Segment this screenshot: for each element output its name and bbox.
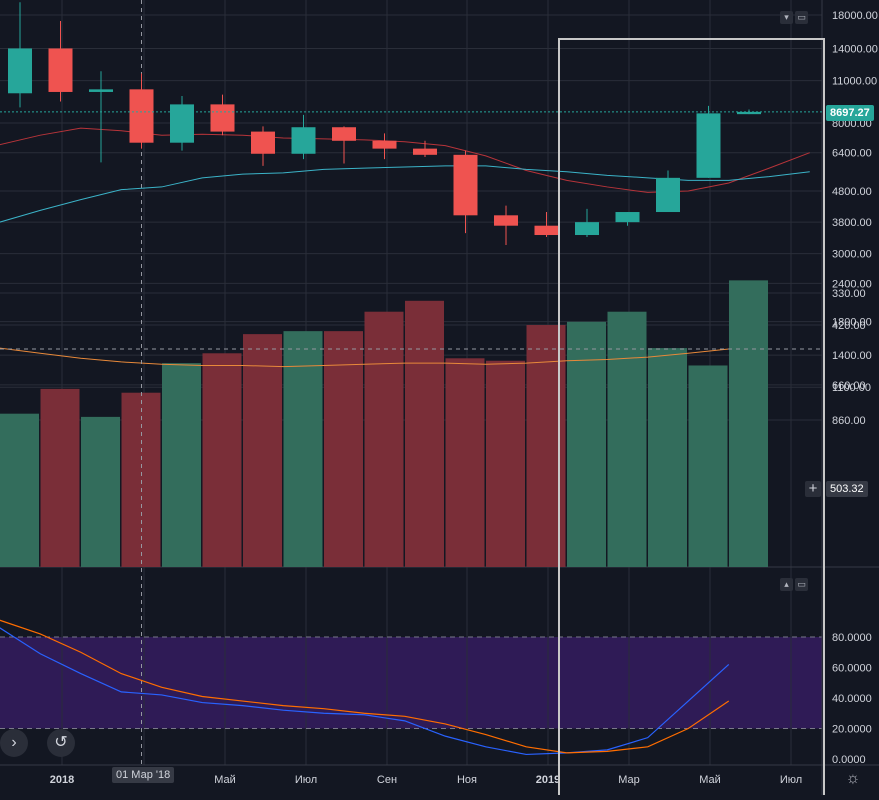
volume-bar xyxy=(607,311,647,567)
time-tick-label: 2018 xyxy=(50,774,74,786)
price-tick-label: 14000.00 xyxy=(832,43,878,55)
time-crosshair-label: 01 Мар '18 xyxy=(112,767,175,783)
volume-bar xyxy=(486,360,525,567)
candle-body xyxy=(251,131,275,154)
candle-body xyxy=(170,104,194,143)
volume-bar xyxy=(0,413,39,567)
candle-body xyxy=(696,113,721,178)
candle-body xyxy=(89,89,113,92)
candle-body xyxy=(332,127,356,141)
volume-tick-label: 860.00 xyxy=(832,415,866,427)
price-tick-label: 1100.00 xyxy=(832,382,871,394)
time-tick-label: Июл xyxy=(780,774,802,786)
volume-bar xyxy=(324,331,363,567)
time-tick-label: Сен xyxy=(377,774,397,786)
volume-crosshair-value: 503.32 xyxy=(826,481,868,497)
time-tick-label: 2019 xyxy=(536,774,560,786)
time-tick-label: Ноя xyxy=(457,774,477,786)
volume-ma-line xyxy=(0,347,729,368)
price-tick-label: 3000.00 xyxy=(832,249,872,261)
stoch-tick-label: 40.0000 xyxy=(832,693,872,705)
candle-body xyxy=(575,222,599,236)
volume-bar xyxy=(243,334,282,567)
candle-body xyxy=(48,48,73,92)
chevron-right-icon[interactable]: › xyxy=(0,729,28,757)
candle-body xyxy=(413,148,437,155)
chevron-up-icon[interactable]: ▴ xyxy=(780,578,793,591)
window-icon[interactable]: ▭ xyxy=(795,11,808,24)
price-tick-label: 2400.00 xyxy=(832,278,872,290)
candle-body xyxy=(737,111,761,115)
volume-bar xyxy=(567,321,606,567)
volume-bar xyxy=(364,311,404,567)
stoch-tick-label: 20.0000 xyxy=(832,724,872,736)
price-tick-label: 4800.00 xyxy=(832,186,872,198)
time-tick-label: Май xyxy=(214,774,236,786)
price-tick-label: 18000.00 xyxy=(832,10,878,22)
volume-bar xyxy=(445,358,485,567)
plus-icon[interactable]: + xyxy=(805,481,821,497)
volume-bar xyxy=(648,348,687,567)
stoch-tick-label: 60.0000 xyxy=(832,663,872,675)
gear-icon[interactable]: ☼ xyxy=(845,770,861,787)
candle-body xyxy=(656,177,680,213)
price-tick-label: 8000.00 xyxy=(832,118,872,130)
candle-body xyxy=(210,104,235,132)
stoch-tick-label: 80.0000 xyxy=(832,632,872,644)
price-tick-label: 11000.00 xyxy=(832,76,877,88)
price-tick-label: 1400.00 xyxy=(832,350,872,362)
volume-bar xyxy=(162,363,201,567)
volume-bar xyxy=(283,331,323,567)
price-tick-label: 3800.00 xyxy=(832,217,872,229)
price-tick-label: 6400.00 xyxy=(832,148,872,160)
candle-body xyxy=(129,89,154,143)
time-tick-label: Май xyxy=(699,774,721,786)
volume-bar xyxy=(405,300,444,567)
volume-bar xyxy=(202,353,242,567)
chevron-down-icon[interactable]: ▾ xyxy=(780,11,793,24)
candle-body xyxy=(453,154,478,216)
candle-body xyxy=(615,212,640,223)
stoch-tick-label: 0.0000 xyxy=(832,754,866,766)
volume-tick-label: 330.00 xyxy=(832,288,866,300)
reset-icon[interactable]: ↺ xyxy=(47,729,75,757)
candle-body xyxy=(372,140,397,149)
window-icon[interactable]: ▭ xyxy=(795,578,808,591)
stoch-d-line xyxy=(0,619,730,754)
candle-body xyxy=(291,127,316,154)
price-tick-label: 1800.00 xyxy=(832,317,872,329)
volume-bar xyxy=(688,365,728,567)
volume-bar xyxy=(729,280,768,567)
candle-body xyxy=(494,215,518,226)
last-price-badge: 8697.27 xyxy=(826,105,874,121)
candle-body xyxy=(8,48,32,94)
volume-tick-label: 420.00 xyxy=(832,320,866,332)
volume-bar xyxy=(40,388,80,567)
candle-body xyxy=(534,225,559,236)
time-tick-label: Мар xyxy=(618,774,640,786)
volume-tick-label: 660.00 xyxy=(832,380,866,392)
stoch-k-line xyxy=(0,627,730,756)
stoch-band xyxy=(0,637,822,729)
time-tick-label: Июл xyxy=(295,774,317,786)
volume-bar xyxy=(81,416,120,567)
